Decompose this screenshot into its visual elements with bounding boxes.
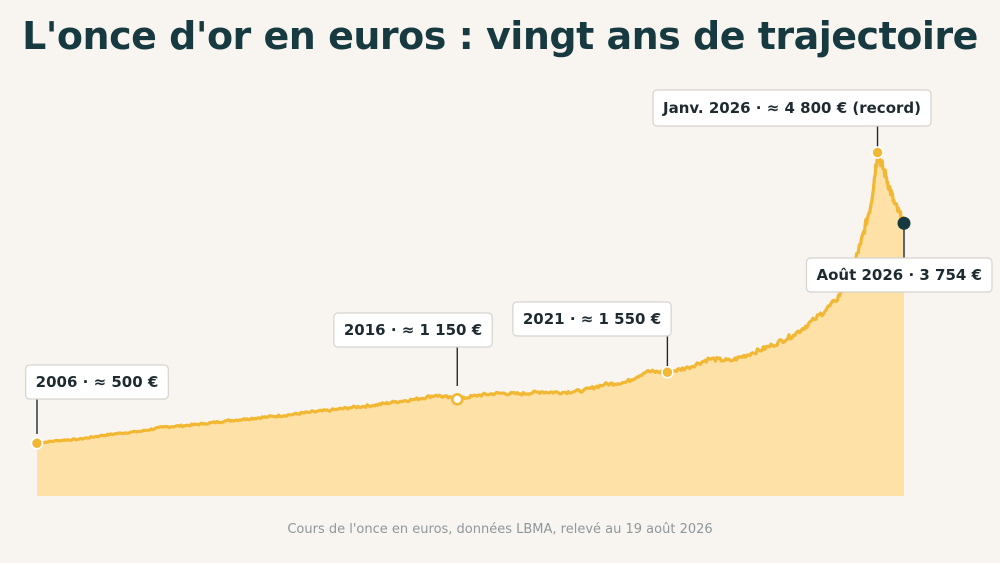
price-area xyxy=(37,152,904,496)
annotation-box xyxy=(512,301,672,337)
annotation-label: 2016 · ≈ 1 150 € xyxy=(344,321,482,339)
annotation-4: Janv. 2026 · ≈ 4 800 € (record) xyxy=(652,89,932,159)
data-point-marker xyxy=(30,436,44,450)
annotation-label: 2006 · ≈ 500 € xyxy=(36,373,159,391)
current-price-marker xyxy=(897,216,911,230)
annotation-label: Août 2026 · 3 754 € xyxy=(816,266,982,284)
annotation-2: 2016 · ≈ 1 150 € xyxy=(333,312,493,406)
annotation-box xyxy=(652,89,932,127)
source-note: Cours de l'once en euros, données LBMA, … xyxy=(287,522,713,537)
annotation-box xyxy=(25,364,169,400)
annotation-label: Janv. 2026 · ≈ 4 800 € (record) xyxy=(662,99,921,117)
annotation-box xyxy=(805,257,993,293)
data-point-marker xyxy=(661,365,674,379)
annotation-3: 2021 · ≈ 1 550 € xyxy=(512,301,674,379)
data-point-marker xyxy=(871,146,884,159)
data-point-marker xyxy=(450,393,464,406)
annotation-label: 2021 · ≈ 1 550 € xyxy=(523,310,661,328)
price-line xyxy=(36,150,906,445)
annotation-1: 2006 · ≈ 500 € xyxy=(25,364,169,450)
chart-title: L'once d'or en euros : vingt ans de traj… xyxy=(22,14,978,58)
annotation-box xyxy=(333,312,493,348)
annotation-5: Août 2026 · 3 754 € xyxy=(805,216,993,293)
annotations-layer: 2006 · ≈ 500 € 2016 · ≈ 1 150 € 2021 · ≈ 1… xyxy=(25,89,993,450)
